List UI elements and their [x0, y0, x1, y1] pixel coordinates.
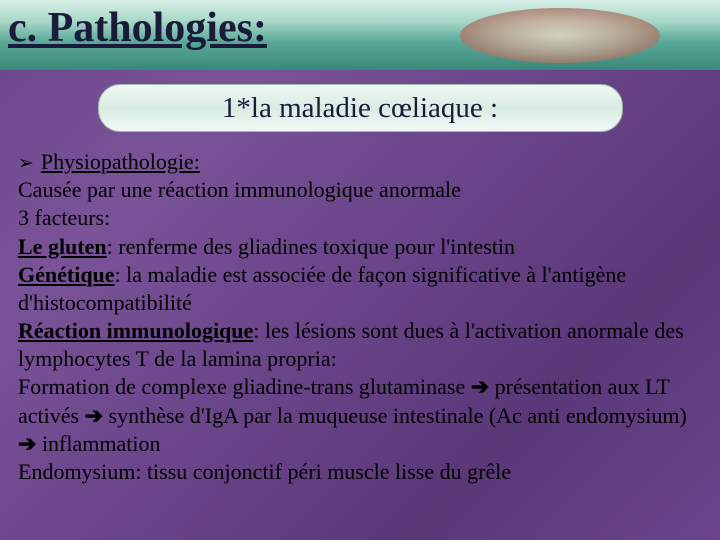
- factor-1-label: Le gluten: [18, 234, 107, 259]
- factor-1-text: : renferme des gliadines toxique pour l'…: [107, 234, 515, 259]
- factor-3-label: Réaction immunologique: [18, 318, 253, 343]
- factor-2-label: Génétique: [18, 262, 115, 287]
- arrow-icon: ➔: [18, 431, 36, 456]
- page-title: c. Pathologies:: [8, 4, 267, 52]
- bullet-icon: ➢: [18, 152, 34, 176]
- endomysium-line: Endomysium: tissu conjonctif péri muscle…: [18, 458, 702, 486]
- factor-1: Le gluten: renferme des gliadines toxiqu…: [18, 233, 702, 261]
- section-heading: Physiopathologie:: [41, 148, 200, 176]
- chain-1: Formation de complexe gliadine-trans glu…: [18, 374, 471, 399]
- cause-line: Causée par une réaction immunologique an…: [18, 176, 702, 204]
- factors-intro: 3 facteurs:: [18, 204, 702, 232]
- chain-4: inflammation: [36, 431, 160, 456]
- section-heading-line: ➢ Physiopathologie:: [18, 148, 702, 176]
- arrow-icon: ➔: [471, 374, 489, 399]
- chain-3: synthèse d'IgA par la muqueuse intestina…: [103, 403, 687, 428]
- chain-line: Formation de complexe gliadine-trans glu…: [18, 373, 702, 457]
- header-decoration: [460, 8, 660, 63]
- factor-2: Génétique: la maladie est associée de fa…: [18, 261, 702, 317]
- factor-3: Réaction immunologique: les lésions sont…: [18, 317, 702, 373]
- content-area: ➢ Physiopathologie: Causée par une réact…: [0, 132, 720, 486]
- header-bar: c. Pathologies:: [0, 0, 720, 70]
- arrow-icon: ➔: [85, 403, 103, 428]
- subtitle-box: 1*la maladie cœliaque :: [98, 84, 623, 132]
- subtitle-text: 1*la maladie cœliaque :: [222, 92, 498, 125]
